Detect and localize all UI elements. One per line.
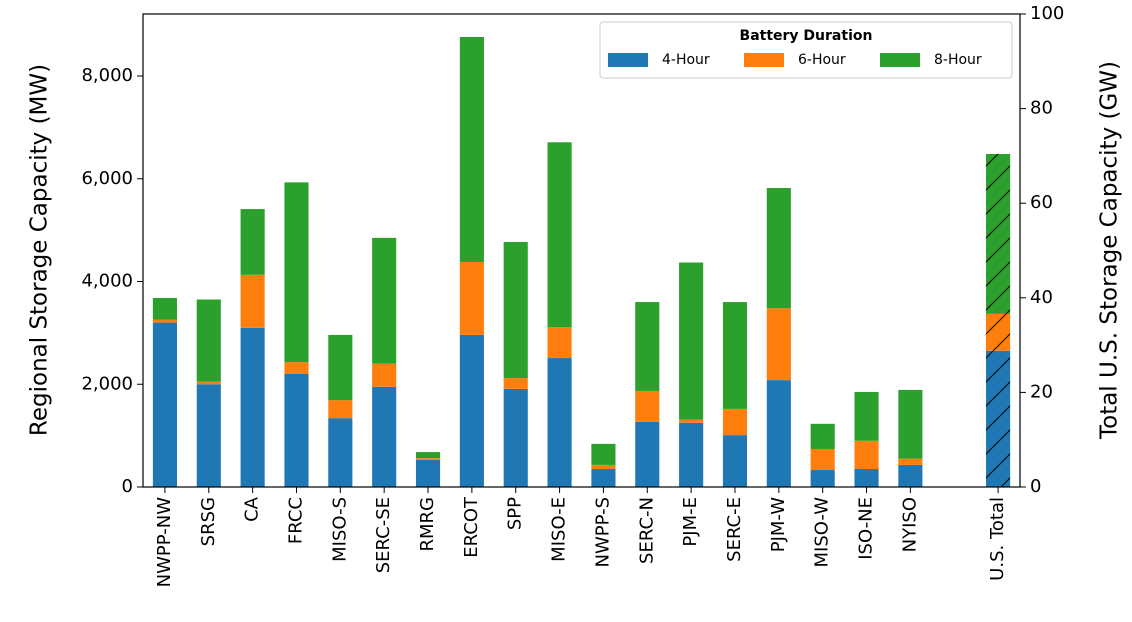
bar-segment <box>240 327 265 487</box>
bar-segment <box>503 388 528 487</box>
bar-segment <box>810 470 835 487</box>
legend-swatch <box>744 53 784 67</box>
y-tick-label: 4,000 <box>81 271 133 292</box>
y2-tick-label: 60 <box>1030 192 1053 213</box>
x-tick-label: SRSG <box>198 497 219 546</box>
x-tick-label: ERCOT <box>461 496 482 558</box>
bar-segment <box>415 459 441 487</box>
bar-segment <box>196 381 221 385</box>
x-tick-label: ISO-NE <box>856 497 877 560</box>
legend-swatch <box>880 53 920 67</box>
bar-segment <box>766 188 791 309</box>
x-tick-label: NWPP-S <box>592 497 613 568</box>
y-tick-label: 8,000 <box>81 65 133 86</box>
bar-segment <box>152 297 177 320</box>
legend-label: 6-Hour <box>798 52 846 68</box>
x-tick-label: FRCC <box>285 497 306 544</box>
bar-segment <box>372 363 397 387</box>
x-tick-label: MISO-W <box>812 497 833 568</box>
bar-segment <box>415 458 441 460</box>
x-tick-label: PJM-W <box>768 497 789 552</box>
bar-segment <box>152 322 177 487</box>
hatch <box>986 154 1011 314</box>
bar-segment <box>547 327 572 359</box>
hatch <box>986 313 1011 351</box>
bar-segment <box>854 440 879 470</box>
bar-segment <box>328 334 353 401</box>
plot-frame <box>142 13 1021 488</box>
x-tick-label: SERC-SE <box>373 497 394 573</box>
bar-segment <box>152 319 177 323</box>
bar-segment <box>591 469 616 487</box>
bar-segment <box>372 386 397 487</box>
x-tick-label: PJM-E <box>680 497 701 547</box>
bar-segment <box>415 452 441 459</box>
x-tick-label: SPP <box>505 497 526 530</box>
y2-axis-title: Total U.S. Storage Capacity (GW) <box>1097 61 1123 440</box>
bar-segment <box>240 274 265 328</box>
y-tick-label: 6,000 <box>81 168 133 189</box>
x-tick-label: SERC-N <box>636 497 657 564</box>
legend-title: Battery Duration <box>740 28 873 44</box>
bar-segment <box>459 334 484 487</box>
bar-segment <box>635 390 660 422</box>
bar-segment <box>810 448 835 471</box>
bar-segment <box>635 421 660 487</box>
bar-segment <box>503 241 528 379</box>
bar-segment <box>328 400 353 419</box>
bar-segment <box>679 262 704 420</box>
x-tick-label: SERC-E <box>724 497 745 562</box>
x-tick-label: U.S. Total <box>987 497 1008 581</box>
bar-segment <box>898 458 923 465</box>
y-tick-label: 0 <box>122 476 133 497</box>
bar-segment <box>547 358 572 487</box>
y-axis-title: Regional Storage Capacity (MW) <box>27 64 53 436</box>
x-tick-label: MISO-S <box>329 497 350 562</box>
bar-segment <box>328 418 353 487</box>
bar-segment <box>722 302 748 409</box>
bar-segment <box>196 384 221 487</box>
bar-segment <box>722 435 748 487</box>
y2-tick-label: 100 <box>1030 3 1064 24</box>
y-tick-label: 2,000 <box>81 373 133 394</box>
bar-segment <box>459 261 484 335</box>
bar-segment <box>591 443 616 465</box>
bar-segment <box>284 362 309 374</box>
bar-segment <box>459 36 484 262</box>
bar-segment <box>854 391 879 441</box>
x-tick-label: NWPP-NW <box>154 497 175 588</box>
bar-segment <box>766 380 791 487</box>
bar-segment <box>284 373 309 487</box>
bar-segment <box>679 419 704 423</box>
x-tick-label: RMRG <box>417 497 438 552</box>
bar-segment <box>547 142 572 328</box>
bar-segment <box>284 182 309 363</box>
x-tick-label: NYISO <box>899 497 920 552</box>
hatch <box>986 350 1011 487</box>
bar-segment <box>898 464 923 487</box>
bar-segment <box>591 464 616 470</box>
bar-segment <box>766 308 791 381</box>
bar-segment <box>240 209 265 275</box>
bar-segment <box>810 423 835 449</box>
bar-segment <box>503 378 528 389</box>
bar-segment <box>635 302 660 391</box>
y2-tick-label: 80 <box>1030 98 1053 119</box>
x-tick-label: CA <box>242 496 263 522</box>
y2-tick-label: 40 <box>1030 287 1053 308</box>
x-tick-label: MISO-E <box>549 497 570 562</box>
bar-segment <box>854 469 879 487</box>
bar-segment <box>898 389 923 459</box>
y2-tick-label: 20 <box>1030 381 1053 402</box>
bar-segment <box>196 299 221 382</box>
legend-swatch <box>608 53 648 67</box>
bar-segment <box>372 237 397 364</box>
legend-label: 8-Hour <box>934 52 982 68</box>
bar-segment <box>722 408 748 436</box>
y2-tick-label: 0 <box>1030 476 1041 497</box>
bar-segment <box>679 422 704 487</box>
legend-label: 4-Hour <box>662 52 710 68</box>
